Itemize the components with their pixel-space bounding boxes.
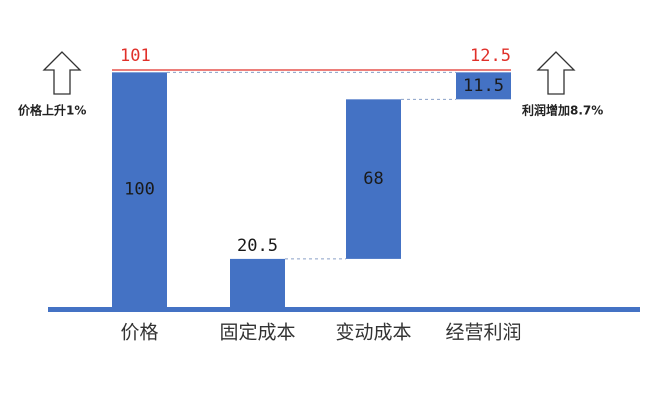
right-note: 利润增加8.7% bbox=[522, 103, 603, 118]
value-label: 11.5 bbox=[463, 76, 504, 96]
left-note: 价格上升1% bbox=[18, 103, 86, 118]
bar bbox=[456, 72, 511, 100]
x-tick-label: 变动成本 bbox=[335, 322, 411, 344]
right-arrow bbox=[536, 51, 576, 95]
marker-label: 101 bbox=[120, 46, 151, 66]
bar bbox=[112, 72, 167, 308]
x-tick-label: 经营利润 bbox=[445, 322, 521, 344]
value-label: 68 bbox=[363, 169, 383, 189]
x-tick-label: 固定成本 bbox=[219, 322, 295, 344]
baseline bbox=[48, 307, 640, 312]
marker-label: 12.5 bbox=[470, 46, 511, 66]
x-tick-label: 价格 bbox=[120, 322, 158, 344]
value-label: 20.5 bbox=[237, 236, 278, 256]
left-arrow bbox=[42, 51, 82, 95]
bar bbox=[346, 99, 401, 259]
bar bbox=[230, 258, 285, 307]
value-label: 100 bbox=[124, 180, 155, 200]
